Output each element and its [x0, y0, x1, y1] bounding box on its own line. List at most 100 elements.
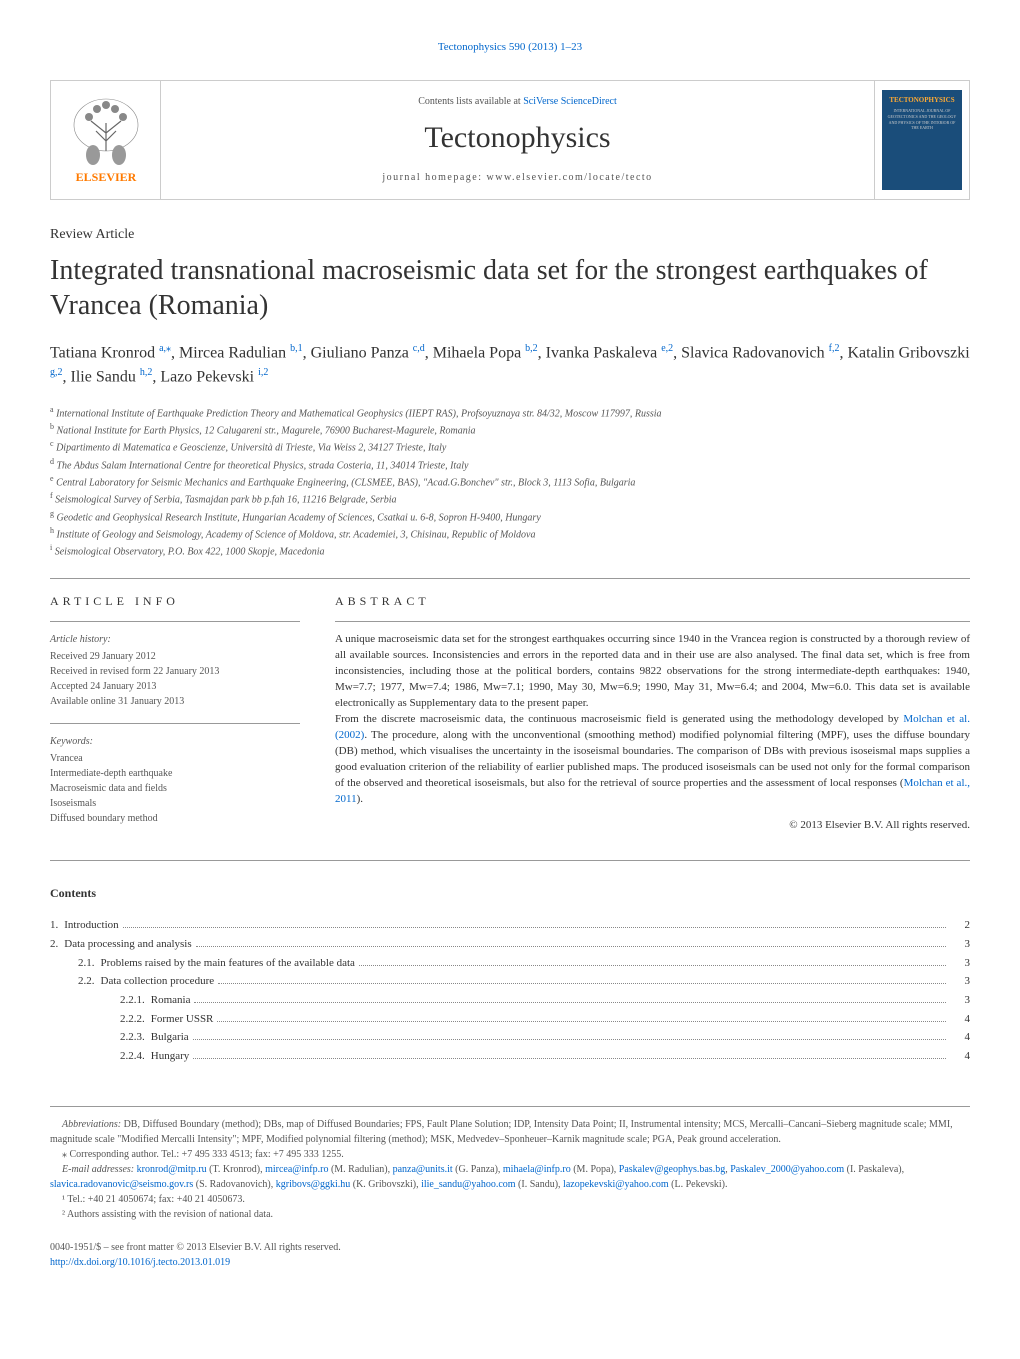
- article-info-column: ARTICLE INFO Article history: Received 2…: [50, 593, 300, 841]
- affil-text: National Institute for Earth Physics, 12…: [54, 425, 476, 436]
- toc-row[interactable]: 2.2.Data collection procedure3: [50, 972, 970, 991]
- email-link[interactable]: ilie_sandu@yahoo.com: [421, 1179, 515, 1190]
- author-affil-sup: g,2: [50, 367, 63, 378]
- article-title: Integrated transnational macroseismic da…: [50, 253, 970, 323]
- keyword-line: Intermediate-depth earthquake: [50, 766, 300, 781]
- article-history-block: Article history: Received 29 January 201…: [50, 632, 300, 709]
- keyword-line: Diffused boundary method: [50, 811, 300, 826]
- affiliation-line: c Dipartimento di Matematica e Geoscienz…: [50, 438, 970, 455]
- toc-row[interactable]: 2.2.2.Former USSR 4: [50, 1010, 970, 1029]
- elsevier-tree-logo-icon: ELSEVIER: [61, 93, 151, 188]
- toc-label: Former USSR: [145, 1010, 214, 1029]
- email-who: (L. Pekevski).: [669, 1179, 728, 1190]
- abstract-p1: A unique macroseismic data set for the s…: [335, 633, 970, 709]
- affiliation-line: e Central Laboratory for Seismic Mechani…: [50, 473, 970, 490]
- email-link[interactable]: mihaela@infp.ro: [503, 1164, 571, 1175]
- top-citation-link[interactable]: Tectonophysics 590 (2013) 1–23: [438, 41, 582, 53]
- history-line: Received in revised form 22 January 2013: [50, 664, 300, 679]
- author-name: , Katalin Gribovszki: [840, 344, 970, 361]
- affiliation-line: f Seismological Survey of Serbia, Tasmaj…: [50, 490, 970, 507]
- email-link[interactable]: Paskalev@geophys.bas.bg: [619, 1164, 725, 1175]
- keyword-line: Vrancea: [50, 751, 300, 766]
- toc-page: 3: [950, 935, 970, 954]
- toc-row[interactable]: 2.Data processing and analysis 3: [50, 935, 970, 954]
- svg-text:ELSEVIER: ELSEVIER: [75, 170, 136, 184]
- affiliation-line: h Institute of Geology and Seismology, A…: [50, 525, 970, 542]
- author-affil-sup: c,d: [413, 343, 425, 354]
- toc-label: Data processing and analysis: [58, 935, 191, 954]
- email-link[interactable]: slavica.radovanovic@seismo.gov.rs: [50, 1179, 193, 1190]
- contents-section: Contents 1.Introduction22.Data processin…: [50, 885, 970, 1065]
- toc-row[interactable]: 2.2.1.Romania3: [50, 991, 970, 1010]
- abstract-head: ABSTRACT: [335, 593, 970, 610]
- toc-num: 2.2.3.: [50, 1028, 145, 1047]
- toc-num: 2.2.: [50, 972, 95, 991]
- history-line: Available online 31 January 2013: [50, 694, 300, 709]
- abstract-p2a: From the discrete macroseismic data, the…: [335, 713, 903, 725]
- email-who: (I. Paskaleva),: [844, 1164, 904, 1175]
- email-link[interactable]: panza@units.it: [393, 1164, 453, 1175]
- affiliation-line: a International Institute of Earthquake …: [50, 404, 970, 421]
- toc-num: 2.2.4.: [50, 1047, 145, 1066]
- author-name: Tatiana Kronrod: [50, 344, 159, 361]
- toc-dots: [359, 965, 946, 966]
- toc-dots: [193, 1058, 946, 1059]
- author-affil-sup: e,2: [661, 343, 673, 354]
- toc-row[interactable]: 2.2.3.Bulgaria4: [50, 1028, 970, 1047]
- info-divider-2: [50, 723, 300, 724]
- authors-list: Tatiana Kronrod a,⁎, Mircea Radulian b,1…: [50, 341, 970, 390]
- toc-list: 1.Introduction22.Data processing and ana…: [50, 916, 970, 1066]
- contents-lists-line: Contents lists available at SciVerse Sci…: [418, 95, 617, 109]
- info-abstract-row: ARTICLE INFO Article history: Received 2…: [50, 579, 970, 861]
- toc-row[interactable]: 2.1.Problems raised by the main features…: [50, 954, 970, 973]
- toc-page: 3: [950, 991, 970, 1010]
- toc-row[interactable]: 2.2.4.Hungary 4: [50, 1047, 970, 1066]
- email-who: (K. Gribovszki),: [350, 1179, 421, 1190]
- email-who: (M. Radulian),: [328, 1164, 392, 1175]
- divider-bottom: [50, 860, 970, 861]
- author-name: , Ivanka Paskaleva: [538, 344, 662, 361]
- sciencedirect-link[interactable]: SciVerse ScienceDirect: [523, 96, 617, 107]
- publisher-logo-cell: ELSEVIER: [51, 81, 161, 199]
- corresponding-author-line: ⁎ Corresponding author. Tel.: +7 495 333…: [50, 1147, 970, 1162]
- top-citation: Tectonophysics 590 (2013) 1–23: [50, 40, 970, 55]
- journal-header: ELSEVIER Contents lists available at Sci…: [50, 80, 970, 200]
- email-link[interactable]: kgribovs@ggki.hu: [276, 1179, 351, 1190]
- toc-dots: [193, 1039, 946, 1040]
- toc-label: Hungary: [145, 1047, 190, 1066]
- cover-title: TECTONOPHYSICS: [882, 96, 962, 106]
- footnote-2: ² Authors assisting with the revision of…: [50, 1207, 970, 1222]
- abbrev-label: Abbreviations:: [62, 1119, 121, 1130]
- email-link[interactable]: kronrod@mitp.ru: [137, 1164, 207, 1175]
- toc-row[interactable]: 1.Introduction2: [50, 916, 970, 935]
- toc-dots: [123, 927, 946, 928]
- toc-num: 2.: [50, 935, 58, 954]
- toc-page: 4: [950, 1047, 970, 1066]
- emails-line: E-mail addresses: kronrod@mitp.ru (T. Kr…: [50, 1162, 970, 1192]
- email-link[interactable]: lazopekevski@yahoo.com: [563, 1179, 669, 1190]
- toc-page: 2: [950, 916, 970, 935]
- email-link[interactable]: mircea@infp.ro: [265, 1164, 328, 1175]
- bottom-block: 0040-1951/$ – see front matter © 2013 El…: [50, 1240, 970, 1270]
- affil-text: Seismological Survey of Serbia, Tasmajda…: [53, 495, 397, 506]
- cover-thumbnail-cell: TECTONOPHYSICS INTERNATIONAL JOURNAL OF …: [874, 81, 969, 199]
- affil-text: Institute of Geology and Seismology, Aca…: [54, 529, 535, 540]
- article-type: Review Article: [50, 225, 970, 245]
- journal-name: Tectonophysics: [424, 117, 610, 159]
- toc-num: 2.2.2.: [50, 1010, 145, 1029]
- toc-dots: [194, 1002, 946, 1003]
- doi-link[interactable]: http://dx.doi.org/10.1016/j.tecto.2013.0…: [50, 1257, 230, 1268]
- affiliation-line: i Seismological Observatory, P.O. Box 42…: [50, 542, 970, 559]
- journal-homepage: journal homepage: www.elsevier.com/locat…: [382, 171, 652, 185]
- author-affil-sup: a,: [159, 343, 166, 354]
- toc-dots: [218, 983, 946, 984]
- author-name: , Mircea Radulian: [171, 344, 290, 361]
- affil-text: The Abdus Salam International Centre for…: [54, 460, 468, 471]
- keywords-block: Keywords: VranceaIntermediate-depth eart…: [50, 734, 300, 826]
- toc-page: 4: [950, 1028, 970, 1047]
- toc-page: 4: [950, 1010, 970, 1029]
- email-link[interactable]: Paskalev_2000@yahoo.com: [730, 1164, 844, 1175]
- toc-label: Data collection procedure: [95, 972, 215, 991]
- author-name: , Ilie Sandu: [63, 369, 140, 386]
- abbrev-text: DB, Diffused Boundary (method); DBs, map…: [50, 1119, 953, 1145]
